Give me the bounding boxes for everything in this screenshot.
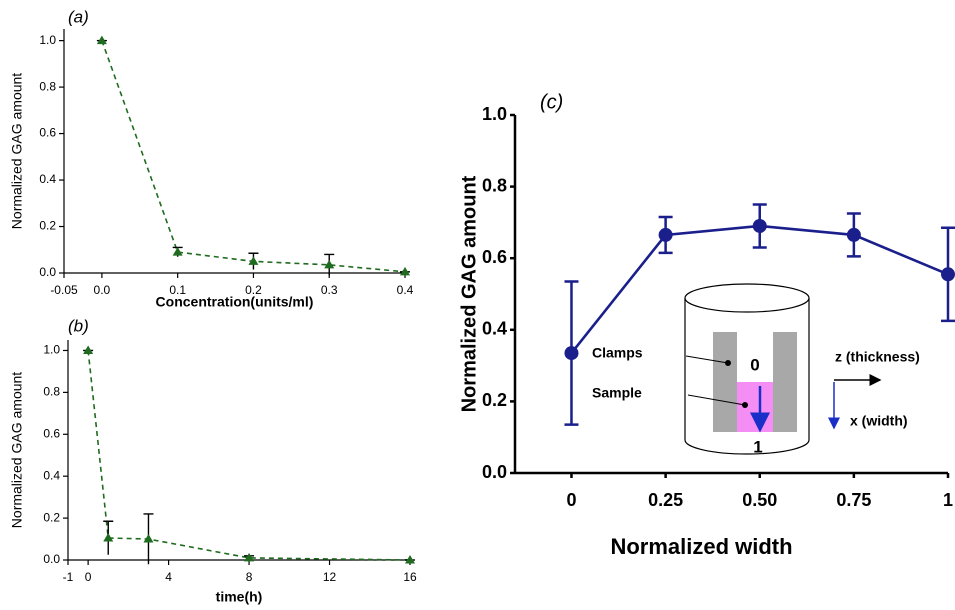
x-tick-label: 1	[943, 490, 953, 510]
x-tick-label: 0.75	[836, 490, 871, 510]
point	[658, 227, 673, 242]
y-tick-label: 1.0	[39, 33, 56, 47]
data-line	[87, 350, 411, 561]
y-tick-label: 0.2	[43, 510, 60, 524]
annotation: 0	[750, 355, 759, 374]
annotation: Clamps	[592, 345, 643, 361]
point	[564, 346, 579, 361]
x-tick-label: 0.4	[397, 283, 414, 297]
annotation: z (thickness)	[835, 349, 920, 365]
y-tick-label: 0.4	[43, 468, 60, 482]
x-tick-label: 16	[403, 570, 417, 584]
y-tick-label: 0.4	[39, 172, 56, 186]
panel-label: (a)	[68, 7, 89, 26]
y-axis-label: Normalized GAG amount	[9, 372, 25, 529]
point	[324, 259, 335, 269]
point	[96, 35, 107, 45]
point	[103, 533, 114, 542]
annotation: x (width)	[850, 413, 908, 429]
x-tick-label: 0.25	[648, 490, 683, 510]
x-axis-label: Concentration(units/ml)	[156, 294, 314, 310]
x-tick-label: 0.2	[245, 283, 262, 297]
x-tick-label: 8	[246, 570, 253, 584]
y-axis-label: Normalized GAG amount	[9, 73, 25, 230]
inset-diagram	[684, 283, 882, 455]
x-axis-label: time(h)	[216, 589, 263, 605]
y-tick-label: 0.0	[482, 462, 507, 482]
point	[143, 534, 154, 543]
panel-label: (b)	[68, 316, 89, 335]
y-tick-label: 0.6	[39, 126, 56, 140]
x-tick-label: 0.3	[321, 283, 338, 297]
y-tick-label: 1.0	[43, 343, 60, 357]
point	[941, 267, 955, 282]
y-tick-label: 0.0	[43, 552, 60, 566]
point	[752, 218, 767, 233]
data-line	[101, 40, 406, 273]
annotation: Sample	[592, 385, 642, 401]
x-tick-label: 0.1	[169, 283, 186, 297]
y-tick-label: 0.4	[482, 319, 507, 339]
y-tick-label: 0.8	[43, 385, 60, 399]
x-tick-label: 4	[165, 570, 172, 584]
y-tick-label: 0.8	[39, 79, 56, 93]
point	[244, 552, 255, 562]
x-tick-label: -0.05	[50, 283, 78, 297]
y-axis-label: Normalized GAG amount	[458, 175, 480, 412]
panel-label: (c)	[540, 91, 563, 113]
x-tick-label: 0	[566, 490, 576, 510]
x-tick-label: 0.50	[742, 490, 777, 510]
point	[83, 345, 94, 354]
x-tick-label: -1	[63, 570, 74, 584]
point	[172, 247, 183, 256]
x-tick-label: 12	[323, 570, 337, 584]
point	[405, 555, 415, 564]
point	[846, 227, 861, 242]
point	[400, 266, 410, 276]
y-tick-label: 0.6	[482, 247, 507, 267]
annotation: 1	[753, 437, 762, 456]
x-tick-label: 0.0	[94, 283, 111, 297]
point	[248, 256, 259, 265]
y-tick-label: 0.6	[43, 426, 60, 440]
x-tick-label: 0	[85, 570, 92, 584]
y-tick-label: 0.0	[39, 265, 56, 279]
y-tick-label: 0.2	[482, 390, 507, 410]
y-tick-label: 0.8	[482, 175, 507, 195]
y-tick-label: 0.2	[39, 219, 56, 233]
x-axis-label: Normalized width	[610, 534, 792, 559]
y-tick-label: 1.0	[482, 104, 507, 124]
